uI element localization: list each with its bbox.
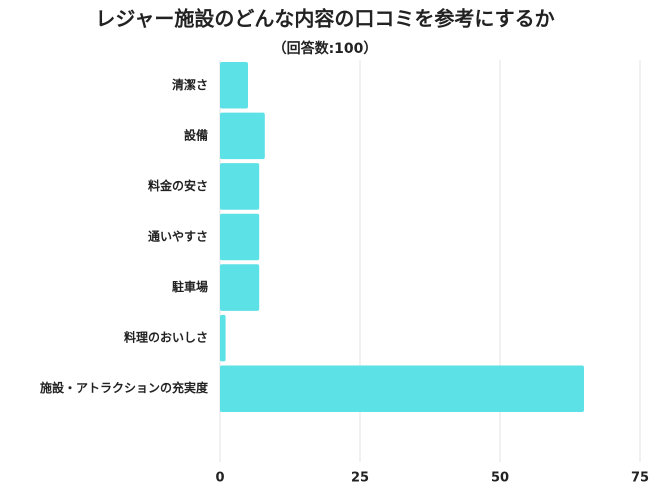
bar [220, 213, 260, 261]
chart-title: レジャー施設のどんな内容の口コミを参考にするか [95, 7, 554, 31]
bar [220, 314, 226, 362]
x-tick-label: 50 [491, 471, 509, 486]
y-tick-label: 駐車場 [172, 279, 208, 294]
bar [220, 112, 265, 160]
y-tick-label: 施設・アトラクションの充実度 [40, 380, 209, 395]
bar [220, 264, 260, 311]
y-tick-label: 通いやすさ [148, 229, 208, 244]
bar [220, 365, 584, 412]
x-tick-label: 25 [351, 471, 369, 486]
y-tick-label: 清潔さ [172, 77, 208, 92]
y-tick-label: 設備 [184, 127, 208, 142]
y-tick-label: 料金の安さ [148, 178, 208, 193]
bar [220, 62, 248, 109]
x-tick-label: 0 [215, 471, 224, 486]
x-tick-label: 75 [631, 471, 649, 486]
chart-subtitle: （回答数:100） [273, 40, 378, 57]
y-tick-label: 料理のおいしさ [124, 330, 208, 345]
bar [220, 163, 260, 210]
